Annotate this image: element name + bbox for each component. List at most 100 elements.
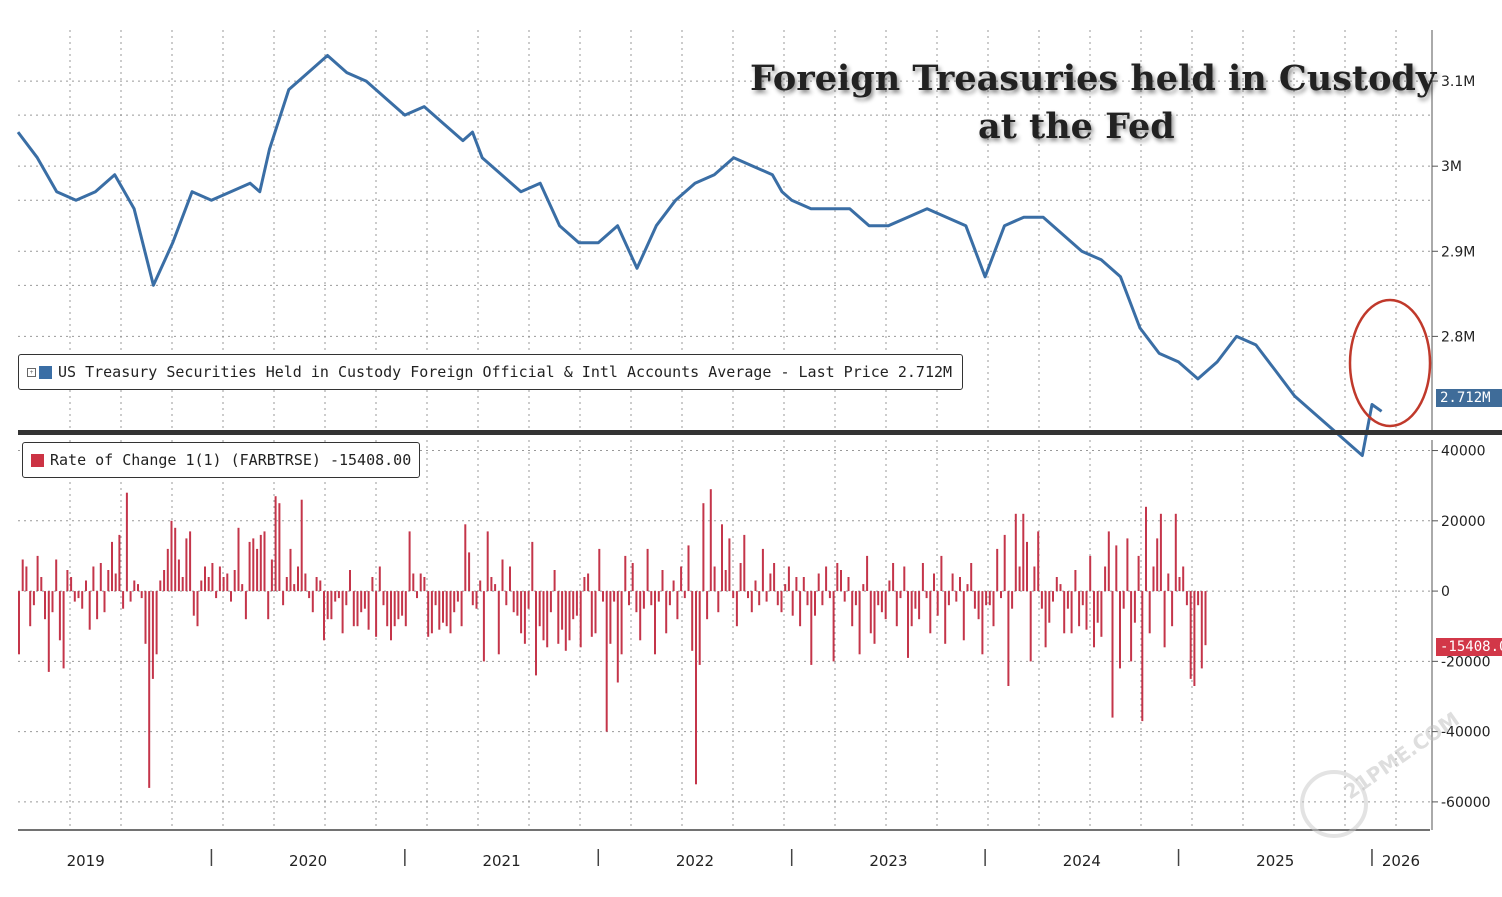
roc-bar: [356, 591, 359, 627]
y-tick-label: -40000: [1441, 725, 1491, 741]
panel-separator: [18, 430, 1502, 435]
roc-bar: [393, 591, 396, 627]
roc-bar: [747, 591, 749, 599]
price-line-series: [16, 54, 1432, 457]
roc-bar: [1085, 591, 1088, 630]
roc-bar: [192, 591, 195, 616]
roc-bar: [787, 566, 790, 592]
roc-bar: [1185, 591, 1188, 606]
roc-bar: [1182, 566, 1185, 592]
roc-bar: [66, 570, 69, 592]
roc-bar: [404, 591, 407, 627]
roc-bar: [1048, 591, 1051, 623]
roc-bar: [851, 591, 854, 627]
x-year-label: 2019: [67, 852, 105, 870]
roc-bar: [323, 591, 325, 641]
roc-bar: [873, 591, 876, 644]
y-tick-label: -20000: [1441, 654, 1491, 670]
roc-bar: [676, 591, 679, 620]
roc-bar: [345, 591, 348, 606]
roc-bar: [256, 548, 259, 592]
roc-bar: [609, 591, 612, 644]
roc-bar: [814, 591, 816, 616]
roc-bar: [125, 492, 128, 592]
y-tick-label: 2.8M: [1441, 329, 1475, 345]
roc-bar: [21, 559, 24, 592]
roc-bar: [241, 584, 244, 592]
roc-bar: [311, 591, 314, 613]
roc-bar: [92, 566, 95, 592]
roc-bar: [1000, 591, 1002, 599]
roc-bar: [137, 584, 139, 592]
roc-bar: [1040, 591, 1043, 609]
roc-bar: [1059, 584, 1062, 592]
roc-bar: [784, 584, 787, 592]
roc-bar: [929, 591, 932, 634]
roc-bar: [899, 591, 902, 599]
roc-bar: [702, 503, 705, 591]
roc-bar: [1145, 506, 1147, 592]
roc-bar: [590, 591, 593, 637]
legend-bottom[interactable]: Rate of Change 1(1) (FARBTRSE) -15408.00: [22, 442, 421, 478]
roc-bar: [959, 577, 961, 592]
roc-bar: [1022, 513, 1025, 592]
roc-bar: [776, 591, 779, 606]
roc-bar: [29, 591, 32, 627]
roc-bar: [77, 591, 80, 599]
roc-bar: [1200, 591, 1203, 669]
roc-bar: [650, 591, 653, 606]
roc-bar: [505, 591, 508, 606]
price-line: [16, 54, 1383, 457]
expand-icon[interactable]: +: [27, 367, 36, 377]
roc-bar: [177, 559, 180, 592]
roc-bar: [55, 559, 58, 592]
roc-bar: [754, 580, 757, 591]
roc-bar: [732, 591, 735, 599]
roc-bar: [981, 591, 984, 655]
roc-bar: [639, 591, 642, 641]
roc-bar: [728, 538, 731, 592]
roc-bar: [1163, 591, 1166, 648]
roc-bar: [40, 577, 43, 592]
roc-bar: [549, 591, 552, 613]
roc-bar: [397, 591, 400, 620]
roc-bar: [657, 591, 660, 602]
roc-bar: [151, 591, 154, 679]
roc-bar: [174, 527, 177, 591]
legend-swatch-blue: [39, 365, 52, 379]
watermark-text-layer: 21PME.COM: [1340, 707, 1464, 804]
roc-bar: [181, 577, 184, 592]
roc-bar: [687, 545, 690, 592]
roc-bar: [561, 591, 564, 630]
roc-bar: [512, 591, 515, 613]
roc-bar: [155, 591, 158, 655]
roc-bar: [471, 591, 474, 606]
roc-bar: [661, 570, 664, 592]
roc-bar: [482, 591, 485, 662]
roc-bar: [832, 591, 835, 662]
roc-bar: [233, 570, 236, 592]
roc-bar: [739, 563, 742, 592]
roc-bar: [501, 559, 504, 592]
roc-bar: [1026, 541, 1028, 592]
roc-bar: [1096, 591, 1099, 623]
roc-bar: [434, 591, 437, 606]
roc-bar: [996, 548, 999, 592]
roc-bar: [1044, 591, 1047, 648]
roc-bar: [267, 591, 270, 620]
roc-bar: [862, 584, 865, 592]
roc-bar: [598, 548, 601, 592]
roc-bar: [817, 573, 820, 592]
legend-top-label: US Treasury Securities Held in Custody F…: [58, 363, 953, 381]
roc-bar: [735, 591, 738, 627]
roc-bar: [1126, 538, 1129, 592]
roc-bar: [1055, 577, 1058, 592]
roc-bar: [568, 591, 571, 641]
legend-top[interactable]: + US Treasury Securities Held in Custody…: [18, 354, 964, 390]
roc-bar: [226, 573, 229, 592]
roc-bar: [575, 591, 578, 616]
roc-bar: [73, 591, 76, 602]
roc-bar: [144, 591, 147, 644]
roc-bar: [375, 591, 378, 637]
